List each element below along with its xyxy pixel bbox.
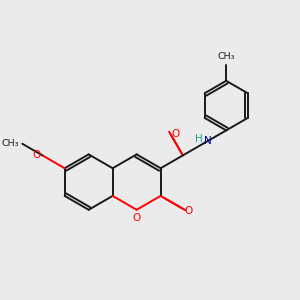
Text: O: O (133, 213, 141, 223)
Text: CH₃: CH₃ (218, 52, 235, 61)
Text: N: N (203, 136, 211, 146)
Text: O: O (172, 129, 180, 139)
Text: O: O (32, 150, 40, 161)
Text: H: H (195, 134, 203, 144)
Text: CH₃: CH₃ (1, 139, 19, 148)
Text: O: O (184, 206, 192, 216)
